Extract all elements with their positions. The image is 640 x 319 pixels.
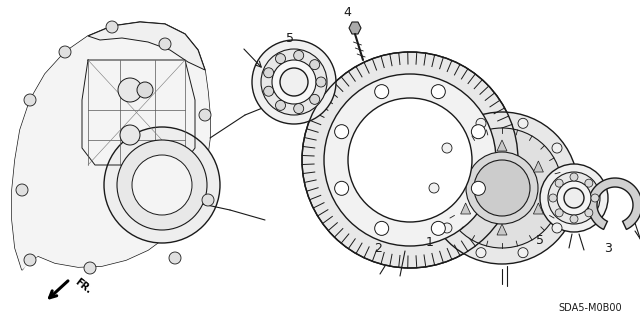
Circle shape — [565, 183, 575, 193]
Circle shape — [106, 21, 118, 33]
Circle shape — [264, 68, 274, 78]
Circle shape — [118, 78, 142, 102]
Text: 2: 2 — [374, 241, 382, 255]
Polygon shape — [461, 203, 470, 214]
Circle shape — [570, 173, 578, 181]
Polygon shape — [88, 22, 205, 70]
Circle shape — [310, 94, 320, 104]
Circle shape — [431, 85, 445, 99]
Polygon shape — [497, 224, 507, 235]
Circle shape — [59, 46, 71, 58]
Polygon shape — [588, 178, 640, 229]
Circle shape — [84, 262, 96, 274]
Text: 5: 5 — [536, 234, 544, 247]
Circle shape — [466, 152, 538, 224]
Circle shape — [474, 160, 530, 216]
Circle shape — [272, 60, 316, 104]
Circle shape — [280, 68, 308, 96]
Circle shape — [335, 125, 349, 139]
Circle shape — [132, 155, 192, 215]
Circle shape — [552, 143, 562, 153]
Circle shape — [137, 82, 153, 98]
Circle shape — [117, 140, 207, 230]
Circle shape — [591, 194, 599, 202]
Circle shape — [548, 172, 600, 224]
Circle shape — [476, 118, 486, 128]
Circle shape — [335, 181, 349, 195]
Circle shape — [518, 118, 528, 128]
Circle shape — [316, 77, 326, 87]
Circle shape — [120, 125, 140, 145]
Circle shape — [429, 183, 439, 193]
Circle shape — [324, 74, 496, 246]
Circle shape — [472, 125, 485, 139]
Polygon shape — [12, 36, 210, 270]
Circle shape — [294, 50, 304, 60]
Circle shape — [472, 181, 485, 195]
Circle shape — [426, 112, 578, 264]
Circle shape — [442, 223, 452, 233]
Circle shape — [585, 179, 593, 187]
Circle shape — [540, 164, 608, 232]
Polygon shape — [12, 22, 210, 270]
Circle shape — [169, 252, 181, 264]
Polygon shape — [461, 161, 470, 172]
Circle shape — [552, 223, 562, 233]
Circle shape — [442, 128, 562, 248]
Polygon shape — [349, 22, 361, 34]
Circle shape — [518, 248, 528, 258]
Circle shape — [16, 184, 28, 196]
Circle shape — [555, 179, 563, 187]
Text: 5: 5 — [286, 32, 294, 44]
Text: FR.: FR. — [73, 277, 93, 295]
Polygon shape — [533, 203, 543, 214]
Circle shape — [557, 181, 591, 215]
Circle shape — [348, 98, 472, 222]
Circle shape — [202, 194, 214, 206]
Circle shape — [549, 194, 557, 202]
Text: SDA5-M0B00: SDA5-M0B00 — [558, 303, 622, 313]
Circle shape — [24, 254, 36, 266]
Text: 4: 4 — [343, 5, 351, 19]
Circle shape — [294, 104, 304, 114]
Circle shape — [476, 248, 486, 258]
Circle shape — [374, 85, 388, 99]
Circle shape — [24, 94, 36, 106]
Text: 1: 1 — [426, 236, 434, 249]
Circle shape — [261, 49, 327, 115]
Text: 3: 3 — [604, 241, 612, 255]
Circle shape — [264, 86, 274, 96]
Polygon shape — [533, 161, 543, 172]
Circle shape — [199, 109, 211, 121]
Circle shape — [275, 100, 285, 110]
Circle shape — [374, 221, 388, 235]
Circle shape — [431, 221, 445, 235]
Circle shape — [310, 60, 320, 70]
Circle shape — [585, 209, 593, 217]
Circle shape — [104, 127, 220, 243]
Circle shape — [252, 40, 336, 124]
Circle shape — [555, 209, 563, 217]
Circle shape — [570, 215, 578, 223]
Circle shape — [442, 143, 452, 153]
Circle shape — [564, 188, 584, 208]
Circle shape — [159, 38, 171, 50]
Circle shape — [302, 52, 518, 268]
Circle shape — [275, 54, 285, 63]
Polygon shape — [497, 140, 507, 151]
